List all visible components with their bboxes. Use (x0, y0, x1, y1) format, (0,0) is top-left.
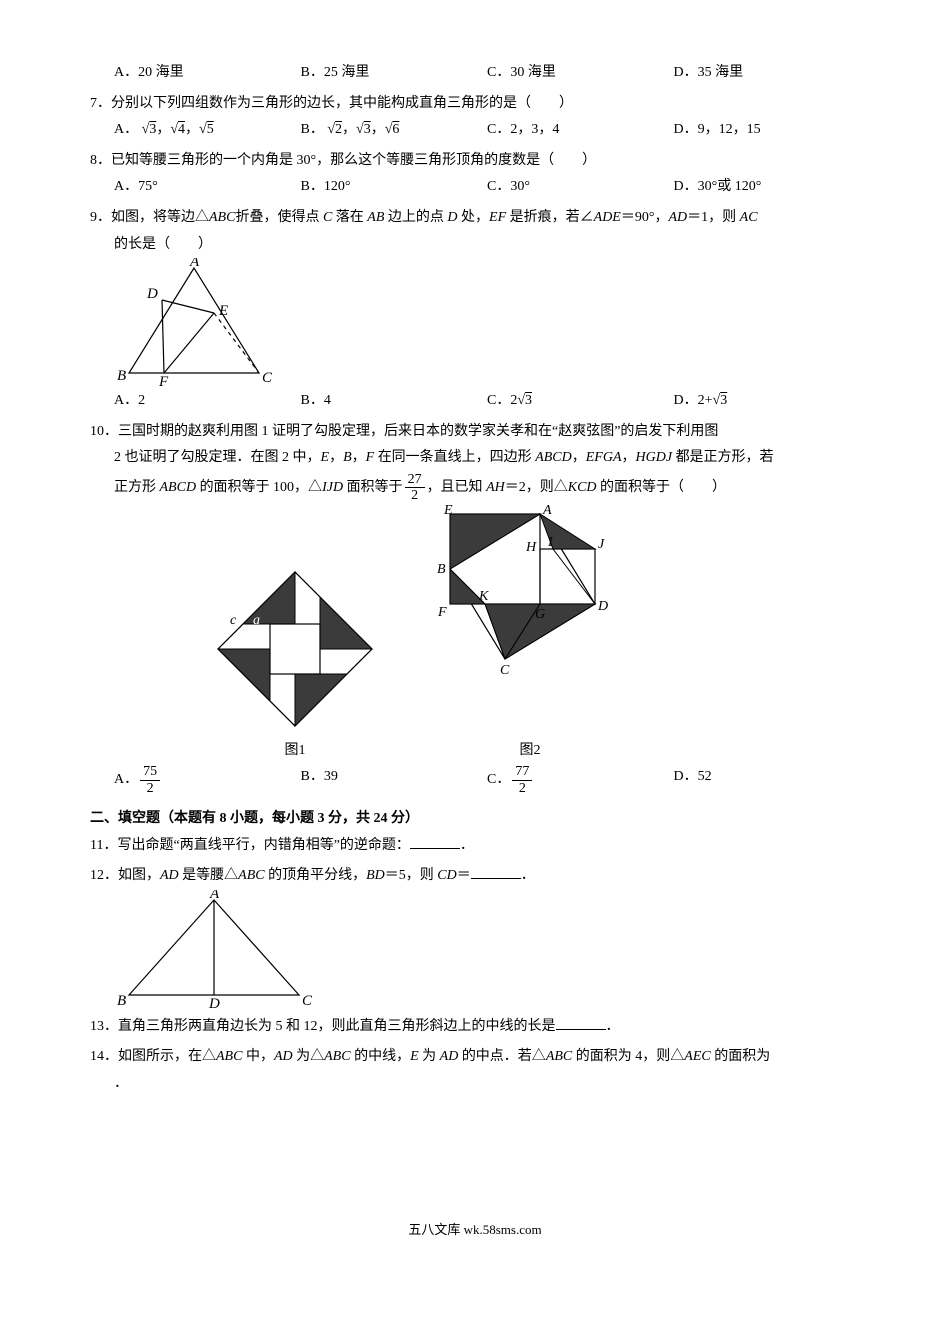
svg-text:D: D (208, 996, 220, 1010)
svg-text:b: b (260, 633, 267, 648)
svg-text:B: B (117, 993, 126, 1009)
svg-text:E: E (443, 504, 453, 518)
q10-opt-d: D．52 (674, 764, 861, 796)
label-D: D (146, 286, 158, 302)
label-C: C (262, 370, 273, 386)
fig2-caption: 图2 (420, 738, 640, 765)
q7-opt-d: D．9，12，15 (674, 117, 861, 144)
q6-options: A．20 海里 B．25 海里 C．30 海里 D．35 海里 (90, 60, 860, 87)
fig1-caption: 图1 (210, 738, 380, 765)
q8-opt-b: B．120° (301, 174, 488, 201)
q10-opt-c: C．772 (487, 764, 674, 796)
svg-text:J: J (598, 537, 605, 552)
question-12: 12．如图，AD 是等腰△ABC 的顶角平分线，BD＝5，则 CD＝． A B … (90, 863, 860, 1010)
q10-figure-2: E A I J H B K F G D C 图2 (420, 504, 640, 765)
svg-text:a: a (253, 613, 260, 628)
svg-text:F: F (437, 605, 447, 620)
section-2-title: 二、填空题（本题有 8 小题，每小题 3 分，共 24 分） (90, 806, 860, 833)
question-13: 13．直角三角形两直角边长为 5 和 12，则此直角三角形斜边上的中线的长是． (90, 1014, 860, 1041)
page-footer: 五八文库 wk.58sms.com (90, 1218, 860, 1243)
q7-opt-c: C．2，3，4 (487, 117, 674, 144)
svg-text:B: B (437, 562, 446, 577)
svg-text:G: G (535, 607, 545, 622)
label-F: F (158, 374, 169, 388)
q12-figure: A B C D (90, 890, 860, 1010)
svg-text:C: C (500, 663, 510, 678)
q12-blank (471, 864, 521, 879)
question-7: 7．分别以下列四组数作为三角形的边长，其中能构成直角三角形的是（ ） A． √3… (90, 91, 860, 144)
q8-opt-a: A．75° (114, 174, 301, 201)
q6-opt-a: A．20 海里 (114, 60, 301, 87)
q6-opt-b: B．25 海里 (301, 60, 488, 87)
svg-text:K: K (478, 589, 489, 604)
svg-text:H: H (525, 540, 537, 555)
q6-opt-c: C．30 海里 (487, 60, 674, 87)
svg-text:D: D (597, 599, 608, 614)
label-B: B (117, 368, 126, 384)
q10-figure-1: a b c 图1 (210, 564, 380, 765)
q9-figure: A B C D E F (90, 258, 860, 388)
q9-opt-d: D．2+√3 (674, 388, 861, 415)
q7-opt-b: B． √2，√3，√6 (301, 117, 488, 144)
svg-text:c: c (230, 613, 237, 628)
q10-opt-a: A．752 (114, 764, 301, 796)
question-14: 14．如图所示，在△ABC 中，AD 为△ABC 的中线，E 为 AD 的中点．… (90, 1044, 860, 1097)
q9-opt-a: A．2 (114, 388, 301, 415)
q13-blank (556, 1015, 606, 1030)
q8-opt-c: C．30° (487, 174, 674, 201)
q11-blank (410, 834, 460, 849)
svg-text:C: C (302, 993, 313, 1009)
q9-opt-c: C．2√3 (487, 388, 674, 415)
q6-opt-d: D．35 海里 (674, 60, 861, 87)
q9-opt-b: B．4 (301, 388, 488, 415)
svg-text:A: A (542, 504, 552, 518)
label-A: A (189, 258, 200, 270)
q7-opt-a: A． √3，√4，√5 (114, 117, 301, 144)
question-11: 11．写出命题“两直线平行，内错角相等”的逆命题：． (90, 833, 860, 860)
question-9: 9．如图，将等边△ABC折叠，使得点 C 落在 AB 边上的点 D 处，EF 是… (90, 205, 860, 415)
svg-text:A: A (209, 890, 220, 902)
q10-opt-b: B．39 (301, 764, 488, 796)
q8-opt-d: D．30°或 120° (674, 174, 861, 201)
question-8: 8．已知等腰三角形的一个内角是 30°，那么这个等腰三角形顶角的度数是（ ） A… (90, 148, 860, 201)
question-10: 10．三国时期的赵爽利用图 1 证明了勾股定理，后来日本的数学家关孝和在“赵爽弦… (90, 419, 860, 796)
label-E: E (218, 303, 228, 319)
